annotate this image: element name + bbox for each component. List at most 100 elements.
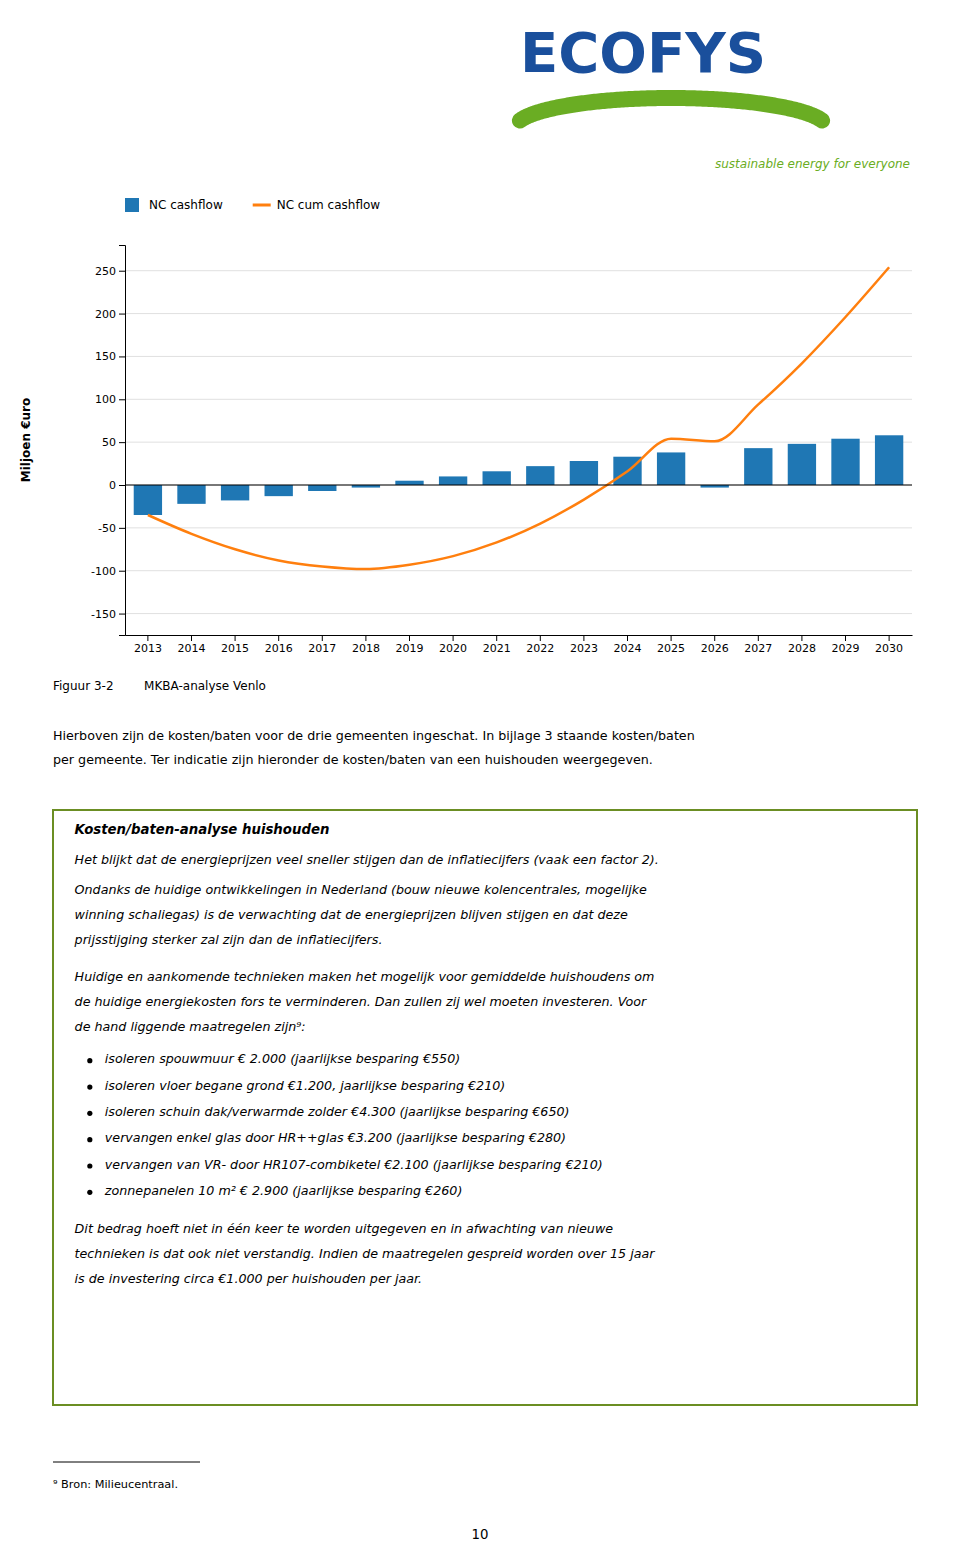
x-tick-mark <box>801 635 802 641</box>
bullet-text: isoleren schuin dak/verwarmde zolder €4.… <box>105 1104 570 1119</box>
grid-line <box>125 399 912 400</box>
x-tick: 2014 <box>177 635 205 655</box>
x-tick-mark <box>453 635 454 641</box>
x-tick-label: 2026 <box>701 642 729 655</box>
x-tick-mark <box>845 635 846 641</box>
grid-line <box>125 270 912 271</box>
y-axis-line <box>119 246 126 636</box>
x-tick-mark <box>714 635 715 641</box>
bar <box>570 461 598 485</box>
x-tick: 2025 <box>657 635 685 655</box>
x-tick: 2023 <box>570 635 598 655</box>
y-tick: 0 <box>109 479 125 492</box>
bar <box>483 471 511 485</box>
bullet <box>87 1058 92 1063</box>
x-tick: 2026 <box>701 635 729 655</box>
x-tick-label: 2030 <box>875 642 903 655</box>
box-text: prijsstijging sterker zal zijn dan de in… <box>74 932 383 947</box>
bullet-text: isoleren spouwmuur € 2.000 (jaarlijkse b… <box>105 1051 460 1066</box>
y-tick-mark <box>119 314 125 315</box>
x-tick-label: 2014 <box>177 642 205 655</box>
tagline: sustainable energy for everyone <box>715 157 910 171</box>
line <box>148 267 889 569</box>
box-text: winning schaliegas) is de verwachting da… <box>75 907 628 922</box>
y-tick: -50 <box>98 522 125 535</box>
bar <box>134 485 162 515</box>
bar <box>439 476 467 485</box>
bar <box>221 485 249 500</box>
x-tick: 2013 <box>134 635 162 655</box>
x-tick-label: 2013 <box>134 642 162 655</box>
y-tick-mark <box>119 442 125 443</box>
page-number: 10 <box>472 1527 489 1542</box>
y-tick-label: 0 <box>109 479 116 492</box>
x-tick: 2030 <box>875 635 903 655</box>
bar <box>308 485 336 491</box>
chart: -150-100-5005010015020025020132014201520… <box>91 246 912 655</box>
box-title: Kosten/baten-analyse huishouden <box>75 822 330 837</box>
x-axis-line <box>126 635 913 636</box>
grid-line <box>125 570 912 571</box>
y-tick: 100 <box>95 393 125 406</box>
x-tick-mark <box>889 635 890 641</box>
x-tick: 2028 <box>788 635 816 655</box>
x-tick-mark <box>496 635 497 641</box>
bar <box>657 452 685 485</box>
x-tick: 2022 <box>526 635 554 655</box>
bullet <box>87 1111 92 1116</box>
legend: NC cashflowNC cum cashflow <box>125 198 380 212</box>
bar <box>265 485 293 496</box>
legend-swatch <box>253 204 271 207</box>
x-tick-mark <box>191 635 192 641</box>
x-tick-label: 2018 <box>352 642 380 655</box>
bullet-text: isoleren vloer begane grond €1.200, jaar… <box>105 1078 505 1093</box>
bar <box>526 466 554 485</box>
bar <box>875 435 903 485</box>
x-tick-label: 2015 <box>221 642 249 655</box>
x-tick-mark <box>147 635 148 641</box>
footnote: ⁹ Bron: Milieucentraal. <box>53 1478 178 1491</box>
x-tick-mark <box>671 635 672 641</box>
x-tick-label: 2020 <box>439 642 467 655</box>
legend-label: NC cashflow <box>149 198 223 212</box>
box-text: Ondanks de huidige ontwikkelingen in Ned… <box>75 882 647 897</box>
y-axis: -150-100-50050100150200250 <box>91 246 125 636</box>
box-text: Het blijkt dat de energieprijzen veel sn… <box>75 852 659 867</box>
box-text: technieken is dat ook niet verstandig. I… <box>75 1246 656 1261</box>
x-tick-label: 2028 <box>788 642 816 655</box>
x-tick-label: 2025 <box>657 642 685 655</box>
x-tick: 2027 <box>744 635 772 655</box>
x-tick-label: 2017 <box>308 642 336 655</box>
legend-item: NC cashflow <box>125 198 223 212</box>
bar-series <box>134 435 904 515</box>
legend-swatch <box>125 198 139 212</box>
x-tick: 2020 <box>439 635 467 655</box>
y-tick: -100 <box>91 565 125 578</box>
grid-line <box>125 313 912 314</box>
grid-line <box>125 442 912 443</box>
bullet <box>87 1163 92 1168</box>
bullet-text: vervangen enkel glas door HR++glas €3.20… <box>105 1130 566 1145</box>
grid-line <box>125 613 912 614</box>
bullet <box>87 1137 92 1142</box>
bullet-text: zonnepanelen 10 m² € 2.900 (jaarlijkse b… <box>104 1183 463 1198</box>
logo-text: ECOFYS <box>520 20 766 85</box>
box-text: de huidige energiekosten fors te vermind… <box>75 994 648 1009</box>
box-text: Huidige en aankomende technieken maken h… <box>75 969 655 984</box>
x-tick-mark <box>365 635 366 641</box>
y-tick-mark <box>119 271 125 272</box>
x-tick-label: 2029 <box>832 642 860 655</box>
x-tick-label: 2016 <box>265 642 293 655</box>
y-tick-label: 100 <box>95 393 116 406</box>
bar <box>831 439 859 485</box>
x-tick-label: 2022 <box>526 642 554 655</box>
bar <box>788 444 816 485</box>
x-tick-label: 2019 <box>395 642 423 655</box>
x-tick-label: 2027 <box>744 642 772 655</box>
x-tick-mark <box>322 635 323 641</box>
caption: Figuur 3-2 MKBA-analyse Venlo <box>53 679 266 693</box>
y-tick: 200 <box>95 308 125 321</box>
y-tick-label: -150 <box>91 608 116 621</box>
zero-line <box>125 485 912 486</box>
footnote-rule <box>53 1462 200 1463</box>
